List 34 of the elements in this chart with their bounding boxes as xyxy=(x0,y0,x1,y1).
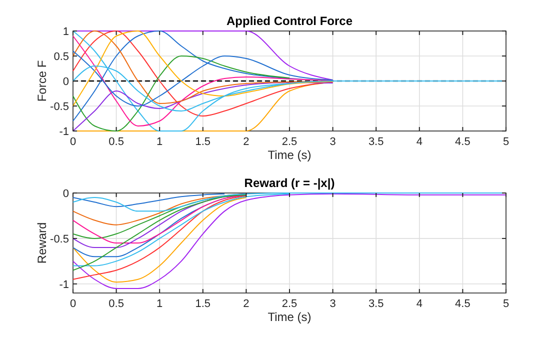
x-tick-label: 0.5 xyxy=(108,136,124,148)
x-tick-label: 1 xyxy=(156,136,163,148)
y-tick-label: -1 xyxy=(59,278,69,291)
x-tick-label: 3 xyxy=(330,298,336,310)
x-tick-label: 3.5 xyxy=(368,298,384,310)
x-tick-label: 2 xyxy=(243,298,250,310)
y-tick-label: -0.5 xyxy=(50,233,69,246)
x-tick-label: 5 xyxy=(502,298,510,310)
chart-title: Applied Control Force xyxy=(226,14,353,28)
y-tick-label: 0 xyxy=(62,76,69,88)
x-tick-label: 3.5 xyxy=(368,136,384,148)
x-tick-label: 4 xyxy=(416,298,422,310)
chart-title: Reward (r = -|x|) xyxy=(244,176,335,190)
x-axis-title: Time (s) xyxy=(268,310,312,324)
x-tick-label: 4 xyxy=(416,136,422,148)
y-axis-title: Reward xyxy=(35,222,49,264)
y-tick-label: 0.5 xyxy=(54,51,69,63)
x-tick-label: 2.5 xyxy=(282,136,298,148)
x-tick-label: 4.5 xyxy=(455,136,470,148)
y-axis-title: Force F xyxy=(35,60,49,102)
x-tick-label: 0.5 xyxy=(108,298,124,310)
y-tick-label: -0.5 xyxy=(50,101,69,113)
x-tick-label: 1.5 xyxy=(195,136,211,148)
x-tick-label: 4.5 xyxy=(455,298,470,310)
x-tick-label: 3 xyxy=(330,136,336,148)
x-tick-label: 1 xyxy=(156,298,163,310)
y-tick-label: -1 xyxy=(59,126,69,138)
x-tick-label: 2.5 xyxy=(282,298,298,310)
x-tick-label: 5 xyxy=(502,136,510,148)
y-tick-label: 0 xyxy=(62,188,69,200)
x-tick-label: 1.5 xyxy=(195,298,211,310)
y-tick-label: 1 xyxy=(62,26,69,38)
x-axis-title: Time (s) xyxy=(268,148,312,162)
x-tick-label: 2 xyxy=(243,136,250,148)
